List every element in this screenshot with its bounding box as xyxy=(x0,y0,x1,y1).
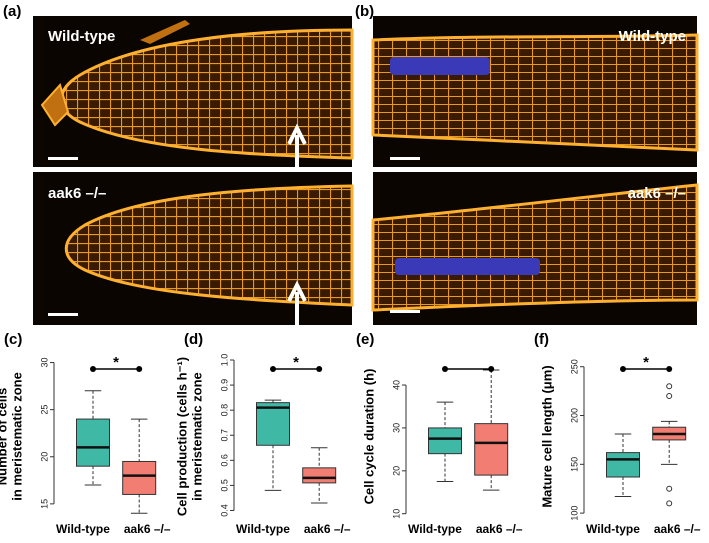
y-axis-label: Mature cell length (μm) xyxy=(539,365,554,507)
y-axis-label: in meristematic zone xyxy=(189,372,204,501)
significance-label: * xyxy=(293,354,299,371)
panel-label: (b) xyxy=(355,3,374,20)
bracket-end xyxy=(488,366,495,372)
significance-label: * xyxy=(643,354,649,371)
scale-bar xyxy=(390,157,420,160)
scale-bar xyxy=(48,313,78,316)
x-tick-label: aak6 –/– xyxy=(476,522,523,536)
highlighted-cell xyxy=(395,258,540,275)
root xyxy=(64,184,354,307)
outlier xyxy=(666,485,673,492)
scale-bar xyxy=(390,310,420,313)
y-tick-label: 20 xyxy=(39,452,49,462)
y-tick-label: 0.7 xyxy=(219,429,229,442)
x-tick-label: Wild-type xyxy=(56,522,110,536)
arrow xyxy=(287,123,307,167)
x-tick-label: Wild-type xyxy=(586,522,640,536)
image-label: aak6 –/– xyxy=(48,185,106,202)
y-tick-label: 0.9 xyxy=(219,379,229,392)
y-axis-label: in meristematic zone xyxy=(9,372,24,501)
panel-label: (c) xyxy=(4,331,22,348)
bracket-end xyxy=(136,366,143,372)
box xyxy=(428,427,462,455)
y-tick-label: 100 xyxy=(569,506,579,521)
y-tick-label: 10 xyxy=(391,509,401,519)
box xyxy=(606,452,640,478)
outlier xyxy=(666,383,673,390)
panel-label: (a) xyxy=(3,3,21,20)
root-hair xyxy=(140,20,190,44)
outlier xyxy=(666,500,673,507)
y-tick-label: 15 xyxy=(39,499,49,509)
bracket-end xyxy=(316,366,323,372)
image-label: aak6 –/– xyxy=(628,185,686,202)
bracket-end xyxy=(442,366,448,372)
y-axis-label: Cell production (cells h⁻¹) xyxy=(174,357,189,516)
y-axis-label: Cell cycle duration (h) xyxy=(361,369,376,505)
y-tick-label: 200 xyxy=(569,408,579,423)
highlighted-cell xyxy=(390,57,490,75)
y-tick-label: 0.5 xyxy=(219,479,229,492)
significance-label: * xyxy=(113,354,119,371)
y-tick-label: 30 xyxy=(39,358,49,368)
box xyxy=(256,402,290,446)
y-axis-label: Number of cells xyxy=(0,388,9,486)
bracket-end xyxy=(90,366,96,372)
y-tick-label: 0.4 xyxy=(219,504,229,517)
y-tick-label: 0.8 xyxy=(219,404,229,417)
x-tick-label: aak6 –/– xyxy=(304,522,351,536)
y-tick-label: 150 xyxy=(569,457,579,472)
panel-label: (e) xyxy=(356,331,374,348)
y-tick-label: 30 xyxy=(391,423,401,433)
root xyxy=(371,183,699,312)
y-tick-label: 0.6 xyxy=(219,454,229,467)
bracket-end xyxy=(620,366,626,372)
x-tick-label: aak6 –/– xyxy=(654,522,701,536)
x-tick-label: aak6 –/– xyxy=(124,522,171,536)
x-tick-label: Wild-type xyxy=(408,522,462,536)
root-cap xyxy=(40,83,70,127)
image-label: Wild-type xyxy=(48,28,115,45)
y-tick-label: 20 xyxy=(391,466,401,476)
scale-bar xyxy=(48,157,78,160)
box xyxy=(76,418,110,467)
y-tick-label: 1.0 xyxy=(219,354,229,367)
bracket-end xyxy=(666,366,673,372)
panel-label: (d) xyxy=(184,331,203,348)
arrow xyxy=(287,280,307,325)
bracket-end xyxy=(270,366,276,372)
root xyxy=(371,33,699,152)
box xyxy=(474,423,509,476)
outlier xyxy=(666,392,673,399)
image-label: Wild-type xyxy=(619,28,686,45)
box xyxy=(122,460,157,495)
y-tick-label: 250 xyxy=(569,359,579,374)
box xyxy=(302,467,337,484)
y-tick-label: 40 xyxy=(391,380,401,390)
panel-label: (f) xyxy=(534,331,549,348)
y-tick-label: 25 xyxy=(39,405,49,415)
x-tick-label: Wild-type xyxy=(236,522,290,536)
